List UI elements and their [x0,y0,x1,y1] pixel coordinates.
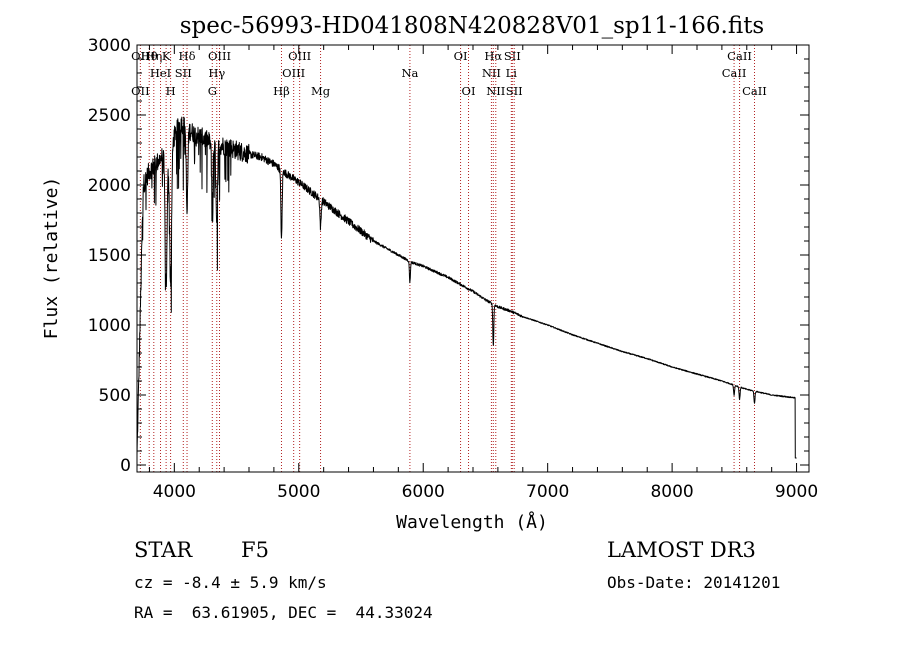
x-tick-label: 7000 [526,482,569,502]
y-tick-label: 500 [99,386,131,406]
y-tick-label: 1500 [88,246,131,266]
line-marker-label: Hγ [208,66,225,80]
line-marker-label: OIII [288,49,311,63]
line-marker-label: CaII [727,49,752,63]
line-marker-label: OII [131,84,150,98]
x-tick-label: 5000 [277,482,320,502]
y-tick-label: 3000 [88,36,131,56]
y-tick-label: 2500 [88,106,131,126]
line-marker-label: SII [504,49,521,63]
line-marker-label: Li [506,66,518,80]
line-marker-label: NII [486,84,505,98]
y-axis-label: Flux (relative) [41,177,62,340]
x-axis-label: Wavelength (Å) [396,511,548,533]
line-marker-label: OI [462,84,476,98]
line-marker-label: Mg [311,84,331,98]
line-marker-label: Na [401,66,418,80]
line-marker-label: OIII [282,66,305,80]
line-marker-label: Hβ [273,84,290,98]
line-marker-label: SII [506,84,523,98]
plot-frame [136,44,810,473]
spectrum-line [136,116,797,459]
line-marker-label: H [166,84,176,98]
line-marker-label: CaII [722,66,747,80]
line-marker-label: K [162,49,171,63]
line-markers: OIIOIIHθHηHeIKHSIIHδGHγOIIIHβOIIIOIIIMgN… [131,45,767,472]
line-marker-label: Hα [484,49,502,63]
line-marker-label: CaII [742,84,767,98]
line-marker-label: OII [131,49,150,63]
x-tick-label: 4000 [153,482,196,502]
spectrum-series [136,116,797,459]
x-tick-label: 6000 [402,482,445,502]
y-tick-label: 2000 [88,176,131,196]
x-tick-label: 9000 [775,482,818,502]
line-marker-label: G [208,84,217,98]
line-marker-label: Hδ [179,49,196,63]
axis-ticks: 4000 5000 6000 7000 8000 9000 0 500 1000 1500 2000… [88,36,818,502]
line-marker-label: OIII [208,49,231,63]
y-tick-label: 1000 [88,316,131,336]
x-tick-label: 8000 [650,482,693,502]
y-tick-label: 0 [120,456,131,476]
line-marker-label: HeI [150,66,171,80]
line-marker-label: NII [482,66,501,80]
survey-name: LAMOST DR3 [607,538,756,562]
redshift-cz: cz = -8.4 ± 5.9 km/s [134,573,327,592]
observation-date: Obs-Date: 20141201 [607,573,781,592]
object-class: STAR [134,538,193,562]
line-marker-label: OI [454,49,468,63]
object-subclass: F5 [241,538,269,562]
coordinates: RA = 63.61905, DEC = 44.33024 [134,603,433,622]
line-marker-label: Hη [145,49,162,63]
chart-title: spec-56993-HD041808N420828V01_sp11-166.f… [180,13,765,39]
line-marker-label: Hθ [141,49,158,63]
line-marker-label: SII [175,66,192,80]
